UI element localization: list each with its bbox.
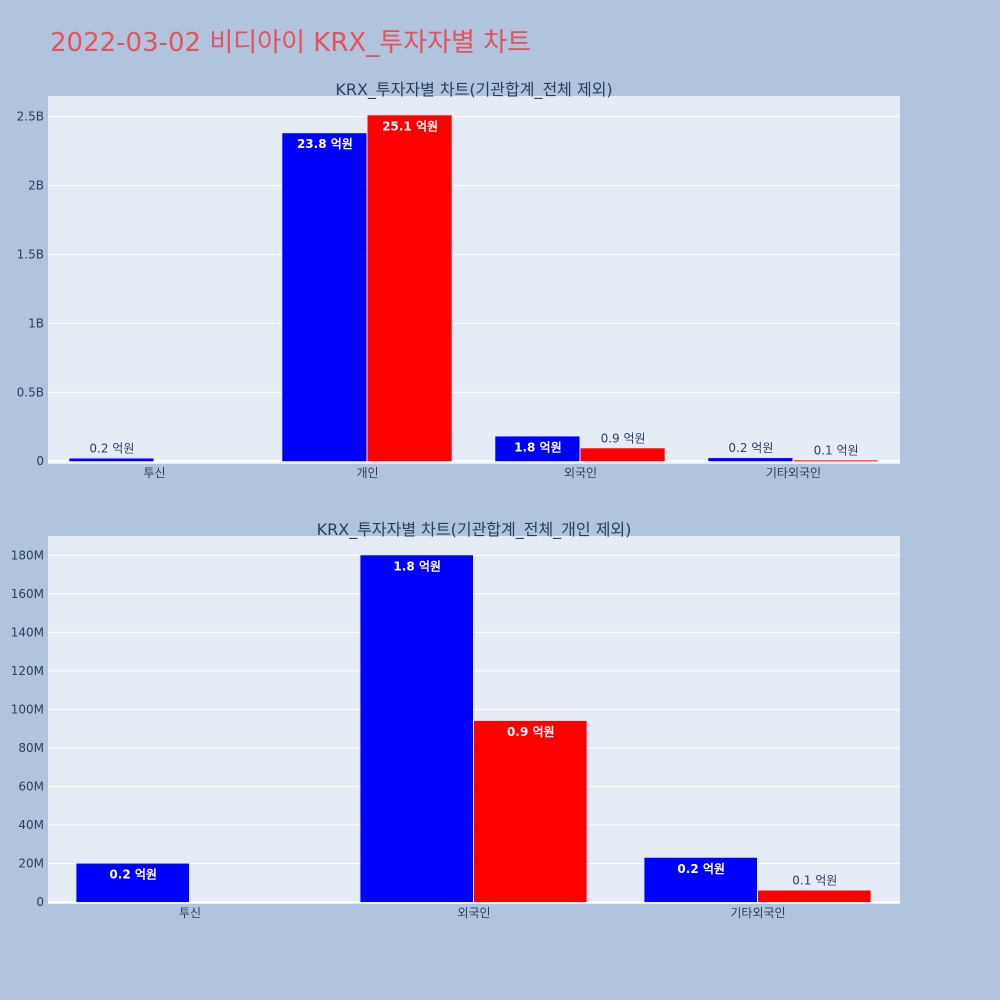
bar-value-label: 0.2 억원 bbox=[89, 441, 134, 455]
chart-top: 0 0.5B 1B 1.5B 2B 2.5B KRX_투자자별 차트(기관합계_전체 제외)… bbox=[17, 80, 900, 480]
bar bbox=[644, 857, 757, 903]
y-tick-label: 1.5B bbox=[17, 248, 44, 262]
bar-value-label: 23.8 억원 bbox=[297, 137, 353, 151]
chart-bottom: 0 20M 40M 60M 80M 100M 120M 140M 160M 180M KRX_투자자… bbox=[11, 520, 900, 920]
y-tick-label: 2.5B bbox=[17, 110, 44, 124]
y-tick-label: 0.5B bbox=[17, 385, 44, 399]
x-tick-label: 기타외국인 bbox=[766, 466, 821, 480]
bar bbox=[360, 555, 473, 903]
y-tick-label: 2B bbox=[28, 179, 44, 193]
bar bbox=[76, 863, 189, 903]
y-tick-label: 180M bbox=[11, 548, 44, 562]
x-tick-label: 투신 bbox=[179, 906, 201, 920]
page-title: 2022-03-02 비디아이 KRX_투자자별 차트 bbox=[50, 28, 532, 58]
x-tick-label: 개인 bbox=[356, 466, 378, 480]
y-tick-label: 0 bbox=[36, 895, 44, 909]
x-tick-label: 외국인 bbox=[564, 466, 597, 480]
bar bbox=[367, 115, 452, 462]
bar-value-label: 0.9 억원 bbox=[601, 431, 646, 445]
bar bbox=[495, 436, 580, 462]
bar bbox=[282, 133, 367, 462]
y-tick-label: 140M bbox=[11, 625, 44, 639]
bar-value-label: 25.1 억원 bbox=[382, 119, 438, 133]
bar-value-label: 0.2 억원 bbox=[728, 441, 773, 455]
bar bbox=[793, 460, 878, 462]
x-tick-label: 투신 bbox=[143, 466, 165, 480]
y-tick-label: 1B bbox=[28, 316, 44, 330]
bar bbox=[69, 458, 154, 462]
bar-value-label: 0.2 억원 bbox=[109, 868, 157, 882]
bar bbox=[708, 458, 793, 462]
plot-area bbox=[48, 96, 900, 464]
bar bbox=[580, 448, 665, 462]
bar-value-label: 0.1 억원 bbox=[792, 874, 837, 888]
y-tick-label: 160M bbox=[11, 587, 44, 601]
y-tick-label: 60M bbox=[18, 779, 44, 793]
chart-title: KRX_투자자별 차트(기관합계_전체_개인 제외) bbox=[317, 520, 632, 540]
y-tick-label: 20M bbox=[18, 857, 44, 871]
y-tick-label: 120M bbox=[11, 664, 44, 678]
bar-value-label: 0.9 억원 bbox=[507, 725, 555, 739]
bar bbox=[474, 720, 587, 903]
bar bbox=[758, 890, 871, 903]
bar-value-label: 0.2 억원 bbox=[677, 862, 725, 876]
y-tick-label: 40M bbox=[18, 818, 44, 832]
bar-value-label: 1.8 억원 bbox=[393, 559, 441, 573]
y-tick-label: 100M bbox=[11, 702, 44, 716]
x-tick-label: 기타외국인 bbox=[730, 906, 785, 920]
bar-value-label: 0.1 억원 bbox=[814, 443, 859, 457]
bar-value-label: 1.8 억원 bbox=[514, 440, 562, 454]
y-tick-label: 80M bbox=[18, 741, 44, 755]
y-tick-label: 0 bbox=[36, 454, 44, 468]
x-tick-label: 외국인 bbox=[457, 906, 490, 920]
chart-title: KRX_투자자별 차트(기관합계_전체 제외) bbox=[335, 80, 612, 100]
